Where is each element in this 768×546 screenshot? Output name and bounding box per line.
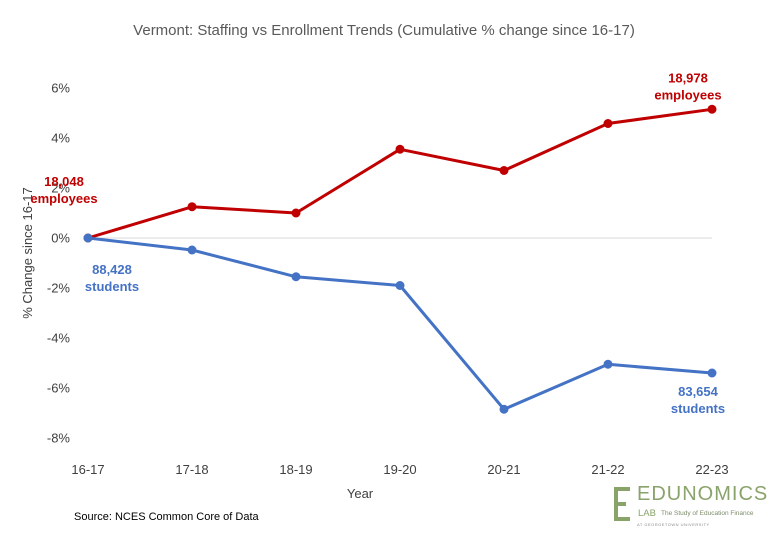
data-point-students bbox=[83, 233, 93, 243]
y-tick-label: 4% bbox=[51, 131, 70, 146]
data-point-employees bbox=[395, 144, 405, 154]
x-axis-ticks: 16-17 17-18 18-19 19-20 20-21 21-22 22-23 bbox=[71, 462, 728, 477]
x-tick-label: 18-19 bbox=[279, 462, 312, 477]
data-point-employees bbox=[499, 166, 509, 175]
data-point-students bbox=[499, 404, 509, 414]
annotation-label: 18,978 employees bbox=[654, 70, 721, 102]
y-tick-label: -2% bbox=[47, 281, 71, 296]
data-point-students bbox=[187, 245, 197, 255]
y-tick-label: -8% bbox=[47, 431, 71, 446]
annotation-label: 88,428 students bbox=[85, 262, 139, 294]
series-lines bbox=[87, 107, 713, 411]
y-tick-label: 0% bbox=[51, 231, 70, 246]
source-note: Source: NCES Common Core of Data bbox=[74, 511, 259, 523]
y-axis-label: % Change since 16-17 bbox=[20, 187, 35, 319]
series-line-students bbox=[87, 236, 713, 411]
y-tick-label: 2% bbox=[51, 181, 70, 196]
x-tick-label: 21-22 bbox=[591, 462, 624, 477]
logo-footer: AT GEORGETOWN UNIVERSITY bbox=[637, 522, 710, 527]
data-point-students bbox=[291, 272, 301, 282]
y-tick-label: 6% bbox=[51, 81, 70, 96]
data-point-students bbox=[395, 281, 405, 290]
chart-title: Vermont: Staffing vs Enrollment Trends (… bbox=[133, 22, 635, 39]
y-tick-label: -6% bbox=[47, 381, 71, 396]
x-tick-label: 17-18 bbox=[175, 462, 208, 477]
data-point-employees bbox=[187, 202, 197, 212]
data-annotations: 18,048 employees 18,978 employees 88,428 stud… bbox=[30, 70, 725, 416]
data-point-employees bbox=[603, 119, 613, 128]
data-point-employees bbox=[707, 104, 717, 114]
y-tick-label: -4% bbox=[47, 331, 71, 346]
logo-name: EDUNOMICS bbox=[637, 483, 768, 505]
logo-tagline: The Study of Education Finance bbox=[661, 510, 754, 517]
logo-lab: LAB bbox=[638, 508, 656, 519]
x-tick-label: 19-20 bbox=[383, 462, 416, 477]
x-axis-label: Year bbox=[347, 486, 374, 501]
series-line-employees bbox=[87, 107, 713, 240]
x-tick-label: 20-21 bbox=[487, 462, 520, 477]
edunomics-logo: EDUNOMICS LAB The Study of Education Fin… bbox=[613, 483, 767, 528]
x-tick-label: 16-17 bbox=[71, 462, 104, 477]
edunomics-logo-icon bbox=[614, 487, 630, 521]
annotation-label: 83,654 students bbox=[671, 384, 725, 416]
data-point-employees bbox=[291, 208, 301, 218]
annotation-label: 18,048 employees bbox=[30, 174, 97, 206]
series-points bbox=[83, 104, 717, 414]
x-tick-label: 22-23 bbox=[695, 462, 728, 477]
data-point-students bbox=[603, 359, 613, 369]
data-point-students bbox=[707, 368, 717, 378]
y-axis-ticks: -8% -6% -4% -2% 0% 2% 4% 6% bbox=[47, 81, 71, 446]
